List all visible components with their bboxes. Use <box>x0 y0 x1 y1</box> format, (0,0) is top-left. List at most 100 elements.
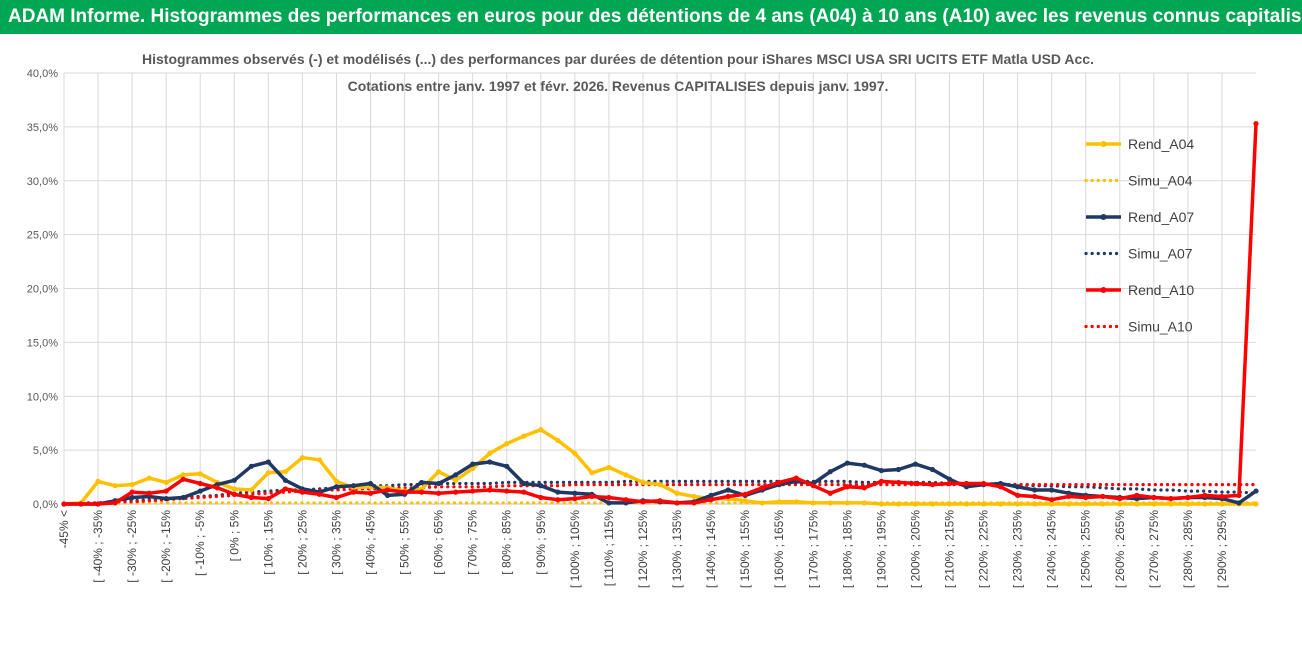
x-tick-label: [ 200% ; 205% <box>908 510 922 588</box>
point-rend-a07 <box>844 460 850 466</box>
x-tick-label: [ 20% ; 25% <box>295 510 309 575</box>
x-tick-label: [ 70% ; 75% <box>466 510 480 575</box>
point-rend-a10 <box>827 490 833 496</box>
point-rend-a10 <box>470 488 476 494</box>
point-rend-a04 <box>231 486 237 492</box>
x-tick-label: [ 210% ; 215% <box>942 510 956 588</box>
chart-title-line1: Histogrammes observés (-) et modélisés (… <box>142 51 1094 67</box>
point-rend-a07 <box>606 500 612 506</box>
point-rend-a04 <box>95 478 101 484</box>
y-tick-label: 35,0% <box>27 122 58 134</box>
point-rend-a07 <box>231 477 237 483</box>
legend-marker-rend-a07 <box>1100 214 1107 220</box>
point-rend-a04 <box>997 501 1004 507</box>
point-rend-a10 <box>708 497 714 503</box>
point-rend-a10 <box>1117 496 1123 502</box>
point-rend-a04 <box>521 433 527 439</box>
point-rend-a04 <box>112 483 118 489</box>
point-rend-a07 <box>1049 487 1055 493</box>
x-tick-label: [ 80% ; 85% <box>500 510 514 575</box>
point-rend-a04 <box>606 464 612 470</box>
point-rend-a10 <box>606 494 612 501</box>
point-rend-a10 <box>419 489 425 495</box>
legend-label-rend-a10: Rend_A10 <box>1128 282 1194 298</box>
x-tick-label: [ 140% ; 145% <box>704 510 718 588</box>
point-rend-a07 <box>895 466 902 473</box>
point-rend-a07 <box>453 472 459 478</box>
point-rend-a04 <box>691 493 697 500</box>
x-tick-label: [ 290% ; 295% <box>1215 510 1229 588</box>
x-tick-label: [ 120% ; 125% <box>636 510 650 588</box>
point-rend-a04 <box>1015 501 1021 507</box>
point-rend-a04 <box>487 450 493 456</box>
point-rend-a04 <box>912 501 919 507</box>
point-rend-a07 <box>367 480 374 487</box>
point-rend-a07 <box>827 469 833 475</box>
point-rend-a07 <box>487 459 493 465</box>
point-rend-a07 <box>572 490 578 496</box>
point-rend-a10 <box>538 494 544 501</box>
point-rend-a10 <box>1168 496 1174 502</box>
x-tick-label: [ 190% ; 195% <box>874 510 888 588</box>
point-rend-a10 <box>180 476 186 482</box>
point-rend-a10 <box>333 494 340 501</box>
point-rend-a07 <box>1253 488 1259 494</box>
y-tick-label: 0,0% <box>33 499 58 511</box>
x-tick-label: [ 0% ; 5% <box>227 510 241 562</box>
point-rend-a04 <box>1168 501 1174 507</box>
x-tick-label: [ 60% ; 65% <box>432 510 446 575</box>
point-rend-a04 <box>963 501 970 507</box>
point-rend-a04 <box>1117 501 1123 507</box>
point-rend-a10 <box>674 500 680 506</box>
point-rend-a10 <box>214 485 220 491</box>
legend-marker-rend-a04 <box>1100 141 1107 147</box>
point-rend-a04 <box>759 500 765 506</box>
point-rend-a04 <box>265 470 271 476</box>
point-rend-a04 <box>197 471 203 477</box>
point-rend-a10 <box>725 493 731 500</box>
point-rend-a10 <box>1236 492 1242 498</box>
x-tick-label: [ 130% ; 135% <box>670 510 684 588</box>
point-rend-a04 <box>929 501 936 507</box>
point-rend-a10 <box>623 497 629 503</box>
legend: Rend_A04 Simu_A04 Rend_A07 Simu_A07 Rend_A10… <box>1084 136 1194 335</box>
point-rend-a10 <box>163 488 169 494</box>
point-rend-a07 <box>861 462 867 468</box>
x-tick-label: -45% < <box>57 510 71 548</box>
point-rend-a10 <box>861 485 867 491</box>
point-rend-a07 <box>521 480 527 487</box>
point-rend-a04 <box>589 470 595 476</box>
point-rend-a04 <box>810 500 816 506</box>
point-rend-a10 <box>929 482 936 488</box>
point-rend-a10 <box>248 494 254 501</box>
point-rend-a07 <box>470 461 476 467</box>
point-rend-a10 <box>78 501 84 507</box>
point-rend-a10 <box>997 484 1004 490</box>
y-tick-label: 10,0% <box>27 391 58 403</box>
x-tick-label: [ 180% ; 185% <box>840 510 854 588</box>
point-rend-a10 <box>384 487 391 493</box>
point-rend-a04 <box>674 490 680 496</box>
point-rend-a10 <box>878 478 884 484</box>
legend-label-simu-a04: Simu_A04 <box>1128 173 1193 189</box>
point-rend-a04 <box>129 482 135 488</box>
x-tick-label: [ 30% ; 35% <box>329 510 343 575</box>
point-rend-a04 <box>146 475 152 481</box>
point-rend-a10 <box>1134 492 1140 498</box>
point-rend-a07 <box>1032 487 1038 493</box>
point-rend-a04 <box>453 477 459 483</box>
point-rend-a07 <box>538 483 544 489</box>
point-rend-a07 <box>384 492 391 498</box>
point-rend-a07 <box>504 463 510 469</box>
point-rend-a10 <box>146 490 152 496</box>
point-rend-a04 <box>572 450 578 456</box>
point-rend-a10 <box>589 493 595 500</box>
point-rend-a10 <box>946 480 953 487</box>
point-rend-a10 <box>316 491 323 497</box>
point-rend-a04 <box>1066 501 1072 507</box>
point-rend-a10 <box>265 496 271 502</box>
point-rend-a07 <box>1015 484 1021 490</box>
point-rend-a04 <box>1151 501 1157 507</box>
point-rend-a10 <box>912 480 919 487</box>
point-rend-a10 <box>350 489 357 495</box>
